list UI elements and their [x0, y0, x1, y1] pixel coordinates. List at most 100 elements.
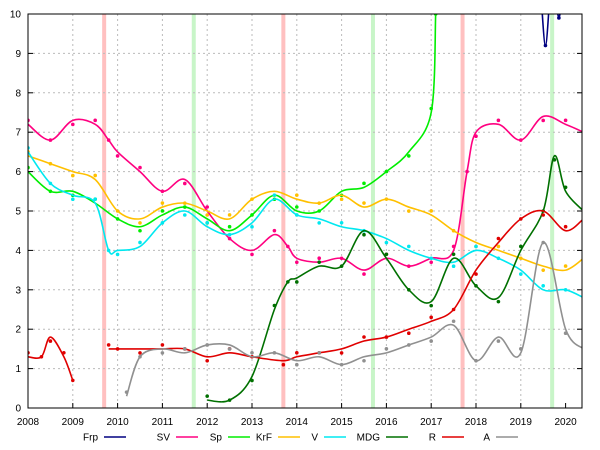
data-point-r — [138, 351, 142, 355]
data-point-v — [407, 244, 411, 249]
data-point-krf — [227, 213, 232, 217]
data-point-a — [407, 343, 411, 347]
data-point-sp — [160, 209, 165, 213]
data-point-krf — [362, 201, 366, 205]
data-point-mdg — [286, 280, 290, 284]
data-point-a — [205, 343, 209, 347]
data-point-r — [474, 272, 478, 276]
x-tick-label: 2011 — [152, 417, 174, 428]
data-point-r — [62, 350, 66, 355]
x-tick-label: 2010 — [106, 417, 129, 428]
legend-label: R — [429, 433, 436, 444]
data-point-v — [451, 264, 456, 269]
data-point-mdg — [429, 303, 434, 308]
data-point-krf — [563, 264, 568, 268]
data-point-r — [295, 350, 299, 355]
data-point-mdg — [339, 264, 344, 268]
x-tick-label: 2014 — [286, 417, 309, 428]
election-band — [460, 14, 465, 408]
data-point-r — [496, 236, 501, 241]
data-point-krf — [71, 173, 75, 178]
data-point-sv — [474, 134, 478, 138]
data-point-krf — [339, 197, 344, 202]
legend-label: Sp — [210, 433, 223, 444]
data-point-v — [317, 221, 322, 225]
data-point-a — [317, 350, 322, 355]
data-point-mdg — [205, 394, 209, 398]
data-point-sv — [541, 118, 545, 123]
data-point-krf — [295, 193, 299, 197]
data-point-mdg — [451, 252, 456, 257]
data-point-v — [339, 220, 344, 225]
series-line-a — [125, 241, 582, 397]
data-point-v — [563, 288, 568, 292]
y-tick-label: 9 — [15, 49, 21, 60]
data-point-a — [496, 339, 501, 343]
data-point-sp — [429, 106, 434, 111]
data-point-a — [160, 351, 165, 355]
data-point-r — [205, 358, 209, 363]
legend-label: Frp — [83, 433, 98, 444]
y-tick-label: 10 — [10, 10, 22, 21]
data-point-frp — [543, 43, 548, 48]
data-point-mdg — [496, 299, 501, 304]
data-point-sp — [138, 228, 142, 233]
data-point-sp — [384, 169, 389, 174]
data-point-r — [429, 315, 434, 320]
data-point-mdg — [227, 398, 232, 402]
data-point-r — [362, 335, 366, 339]
data-point-mdg — [407, 288, 411, 292]
data-point-krf — [384, 197, 389, 201]
series-line-v — [28, 151, 582, 298]
election-band — [370, 14, 375, 408]
data-point-sp — [250, 213, 254, 217]
data-point-mdg — [295, 280, 299, 284]
data-point-sv — [451, 244, 456, 249]
data-point-r — [281, 362, 286, 367]
data-point-v — [474, 244, 478, 249]
data-point-sv — [160, 189, 165, 194]
data-point-v — [227, 232, 232, 237]
data-point-sv — [407, 264, 411, 268]
data-point-a — [519, 347, 523, 351]
data-point-sp — [317, 209, 322, 213]
data-point-sp — [295, 205, 299, 209]
data-point-r — [519, 217, 523, 221]
series-line-krf — [28, 155, 582, 272]
data-point-frp — [557, 16, 561, 20]
data-point-sp — [115, 217, 120, 221]
data-point-mdg — [272, 303, 277, 308]
data-point-v — [384, 240, 389, 245]
data-point-frp — [559, 8, 563, 12]
series-line-mdg — [207, 155, 582, 403]
data-point-r — [384, 335, 389, 339]
x-tick-label: 2008 — [17, 417, 40, 428]
data-point-sv — [71, 122, 75, 127]
data-point-r — [115, 347, 120, 351]
data-point-v — [429, 256, 434, 261]
data-point-krf — [48, 161, 53, 166]
x-tick-label: 2013 — [241, 417, 264, 428]
data-point-v — [138, 240, 142, 245]
data-point-mdg — [474, 284, 478, 288]
x-tick-label: 2017 — [420, 417, 443, 428]
election-band — [550, 14, 555, 408]
data-point-sp — [407, 154, 411, 158]
y-tick-label: 1 — [15, 364, 21, 375]
data-point-sv — [465, 169, 469, 174]
data-point-a — [563, 331, 568, 336]
data-point-sp — [227, 224, 232, 229]
data-point-a — [541, 240, 545, 245]
data-point-sv — [93, 118, 97, 123]
data-point-krf — [205, 213, 209, 217]
data-point-sv — [138, 165, 142, 170]
data-point-v — [541, 284, 545, 288]
data-point-sp — [183, 205, 187, 209]
series-line-frp — [541, 14, 550, 47]
legend-label: KrF — [256, 433, 272, 444]
data-point-sv — [115, 154, 120, 158]
data-point-a — [429, 339, 434, 343]
data-point-sv — [563, 118, 568, 123]
data-point-sv — [339, 256, 344, 261]
